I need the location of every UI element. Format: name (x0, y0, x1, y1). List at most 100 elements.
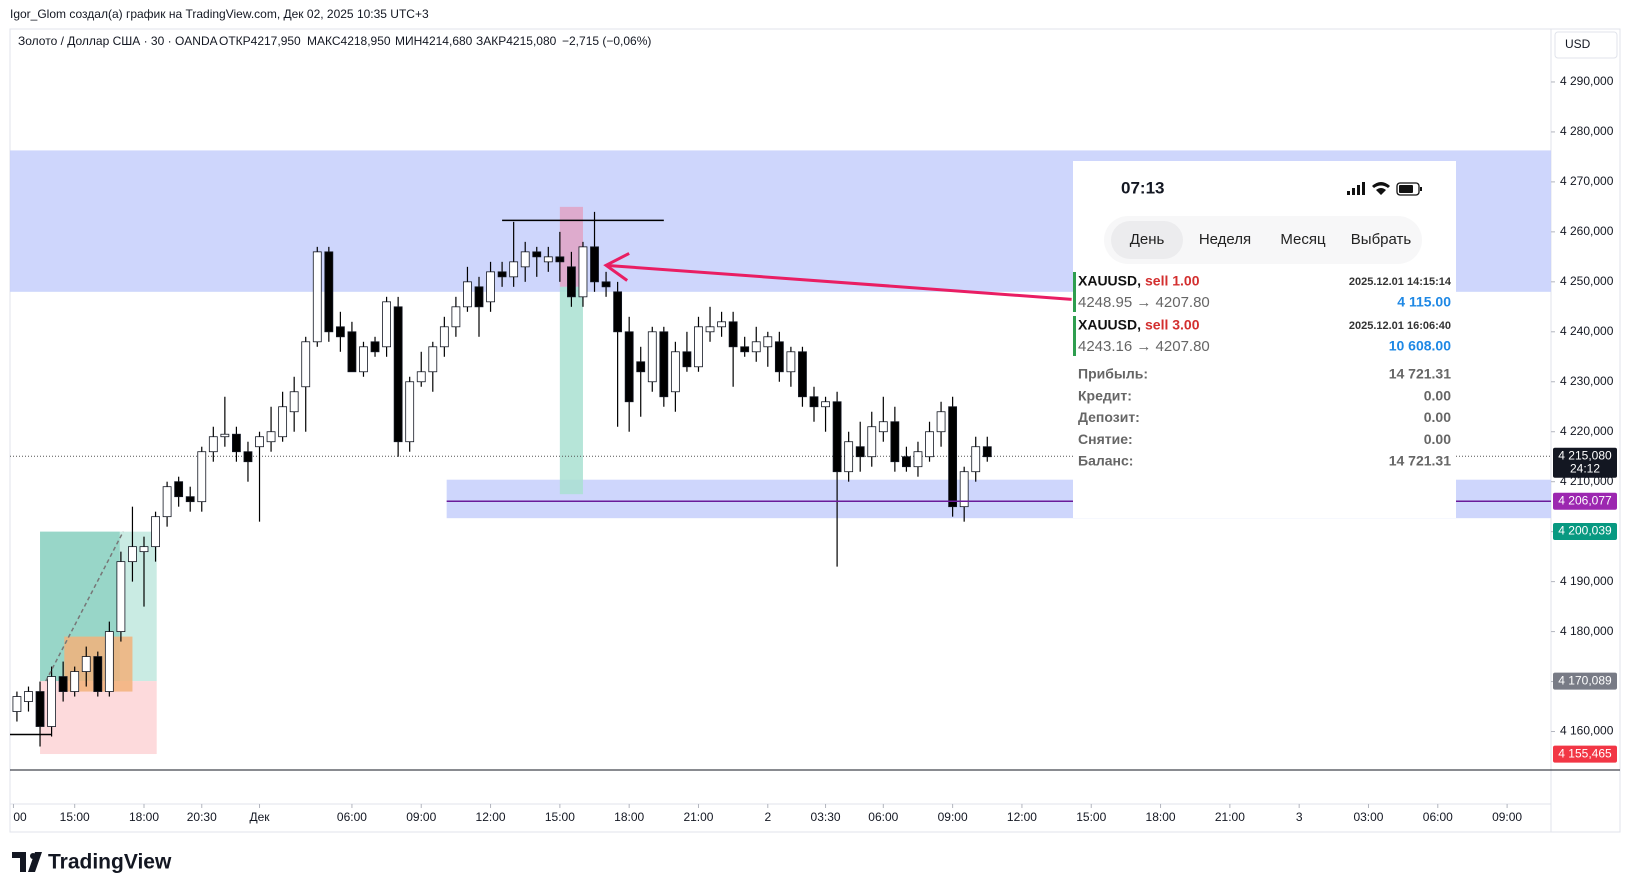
trade-time: 2025.12.01 14:15:14 (1349, 276, 1452, 288)
summary-value: 0.00 (1424, 431, 1451, 447)
x-tick-label: 2 (764, 810, 771, 824)
candle-body (12, 696, 22, 712)
candle-body (255, 436, 264, 448)
candle-body (971, 446, 981, 473)
price-badge (1553, 522, 1617, 540)
x-tick-label: 03:00 (1353, 810, 1383, 824)
status-icons (1347, 182, 1422, 196)
candle-body (670, 351, 680, 393)
trade-time: 2025.12.01 16:06:40 (1349, 320, 1451, 332)
candle-body (174, 481, 184, 498)
candle-body (104, 631, 114, 692)
candle-body (139, 546, 149, 553)
price-badge-label: 4 215,080 (1558, 448, 1612, 462)
candle-body (312, 251, 322, 343)
summary-label: Баланс: (1078, 453, 1133, 469)
signal-bar (1352, 188, 1355, 195)
candle-body (786, 351, 796, 373)
candle-body (347, 331, 357, 373)
trade-side: sell 1.00 (1145, 273, 1200, 289)
candle-body (220, 433, 230, 438)
candle-body (982, 446, 992, 458)
arrow-shaft (605, 263, 1072, 301)
ohlc-item: ЗАКР4215,080 (476, 34, 557, 48)
ohlc-item: ОТКР4217,950 (219, 34, 301, 48)
candle-body (497, 271, 507, 278)
candle-body (717, 321, 726, 328)
candle-body (844, 441, 854, 473)
x-tick-label: 06:00 (868, 810, 898, 824)
x-tick-label: 21:00 (683, 810, 713, 824)
candle-body (821, 401, 830, 408)
candle-body (24, 691, 33, 702)
candle-body (647, 331, 657, 383)
candle-body (948, 406, 958, 508)
candle-body (382, 301, 391, 348)
candle-body (925, 431, 934, 458)
candle-body (567, 266, 576, 298)
candle-body (659, 331, 669, 398)
y-tick-label: 4 250,000 (1560, 274, 1614, 288)
candle-body (867, 426, 877, 458)
candle-body (289, 391, 299, 413)
currency-box (1554, 31, 1618, 59)
trade-symbol: XAUUSD, (1078, 273, 1141, 289)
tab: День (1130, 231, 1165, 248)
candle-body (509, 261, 519, 278)
candle-body (185, 496, 195, 503)
candle-body (520, 251, 530, 268)
candle-body (58, 676, 68, 692)
candle-body (890, 421, 900, 463)
x-tick-label: 18:00 (1146, 810, 1176, 824)
price-badge (1553, 492, 1617, 510)
candle-body (151, 516, 160, 548)
summary-value: 14 721.31 (1389, 453, 1451, 469)
candle-body (624, 331, 634, 403)
candle-body (751, 341, 761, 353)
price-badge-countdown: 24:12 (1570, 461, 1600, 475)
battery-level (1399, 185, 1413, 193)
tab-selected (1111, 221, 1183, 259)
currency: USD (1565, 37, 1591, 51)
price-badge-label: 4 170,089 (1558, 673, 1612, 687)
candle-body (682, 351, 692, 368)
price-badge (1553, 745, 1617, 763)
x-tick-label: 15:00 (545, 810, 575, 824)
signal-bar (1347, 191, 1350, 195)
y-tick-label: 4 290,000 (1560, 74, 1614, 88)
summary-label: Снятие: (1078, 431, 1133, 447)
candle-body (116, 561, 126, 632)
price-badge-label: 4 155,465 (1558, 746, 1612, 760)
brand-name: TradingView (48, 851, 172, 874)
x-tick-label: 06:00 (337, 810, 367, 824)
candle-body (301, 341, 311, 388)
symbol-title: Золото / Доллар США · 30 · OANDA (18, 34, 218, 48)
ohlc-item: МИН4214,680 (395, 34, 473, 48)
candle-body (428, 346, 438, 373)
zone (559, 286, 583, 495)
ohlc-legend: ОТКР4217,950 МАКС4218,950 МИН4214,680 ЗАКР4… (219, 34, 651, 48)
trade-profit: 10 608.00 (1389, 338, 1451, 354)
x-tick-label: 20:30 (187, 810, 217, 824)
candle-body (266, 431, 276, 443)
y-tick-label: 4 260,000 (1560, 224, 1614, 238)
candle-body (35, 691, 45, 727)
candle-body (463, 281, 472, 308)
y-tick-label: 4 220,000 (1560, 424, 1614, 438)
candle-body (832, 401, 842, 473)
x-tick-label: 06:00 (1423, 810, 1453, 824)
x-tick-label: 09:00 (938, 810, 968, 824)
candle-body (416, 371, 426, 383)
x-tick-label: 15:00 (1076, 810, 1106, 824)
arrow-head (603, 252, 630, 282)
y-tick-label: 4 240,000 (1560, 324, 1614, 338)
candle-body (335, 326, 345, 338)
candle-body (798, 351, 807, 398)
price-badge (1553, 672, 1617, 690)
ohlc-item: −2,715 (−0,06%) (562, 34, 651, 48)
candle-body (243, 451, 253, 463)
candle-body (555, 256, 565, 263)
wifi-icon (1372, 182, 1390, 195)
candle-body (47, 676, 56, 727)
candle-body (370, 341, 380, 353)
